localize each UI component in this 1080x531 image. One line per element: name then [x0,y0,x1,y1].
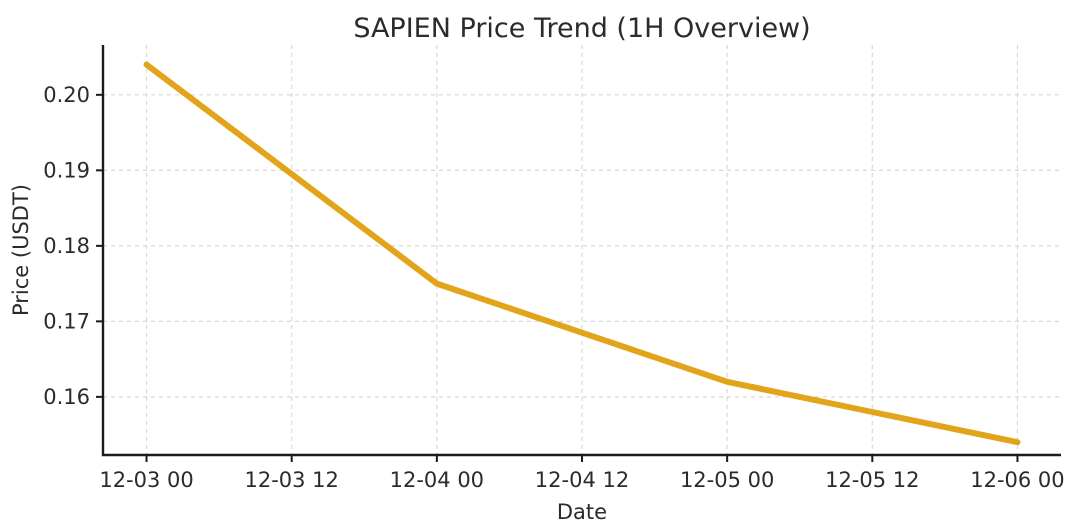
tick-layer: 0.16 0.17 0.18 0.19 0.20 12-03 00 12-03 12 12-0… [43,83,1064,492]
x-tick-label: 12-03 12 [244,468,338,492]
y-tick-label: 0.18 [43,234,90,258]
y-tick-label: 0.17 [43,309,90,333]
x-axis-label: Date [557,500,607,524]
x-tick-label: 12-04 00 [390,468,484,492]
chart-title: SAPIEN Price Trend (1H Overview) [353,13,810,44]
y-tick-label: 0.19 [43,158,90,182]
price-line-series [143,61,1021,446]
x-tick-label: 12-06 00 [970,468,1064,492]
x-tick-label: 12-03 00 [99,468,193,492]
y-tick-label: 0.16 [43,385,90,409]
y-tick-label: 0.20 [43,83,90,107]
grid-layer [103,45,1061,455]
axis-spines [101,45,1061,457]
y-axis-label: Price (USDT) [9,184,33,316]
x-tick-label: 12-05 12 [825,468,919,492]
x-tick-label: 12-04 12 [535,468,629,492]
series-layer [143,61,1021,446]
x-tick-label: 12-05 00 [680,468,774,492]
